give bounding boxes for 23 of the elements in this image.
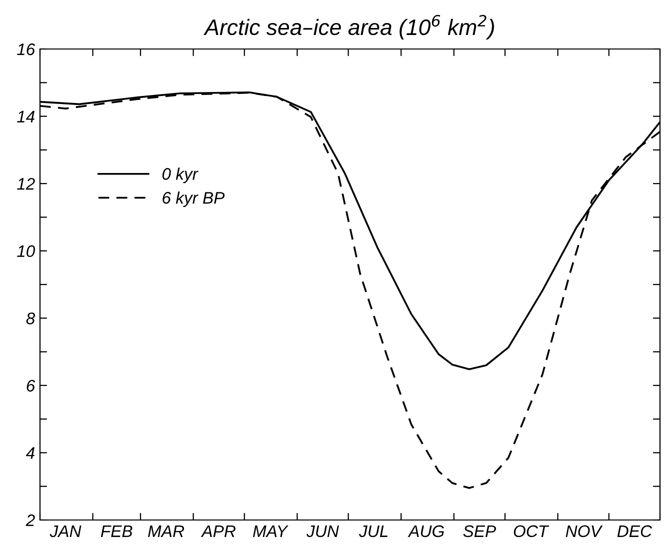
x-tick-label: MAR: [148, 525, 184, 537]
y-tick-label: 4: [26, 447, 35, 459]
x-tick-label: JAN: [50, 525, 82, 538]
y-tick-label: 10: [17, 245, 35, 258]
legend-label: 6 kyr BP: [162, 191, 225, 208]
y-tick-label: 16: [17, 43, 36, 56]
x-tick-label: APR: [200, 525, 236, 537]
y-tick-label: 14: [17, 110, 35, 122]
x-tick-label: MAY: [253, 525, 288, 537]
y-tick-label: 12: [17, 178, 35, 190]
x-tick-label: JUN: [306, 525, 339, 538]
x-tick-label: JUL: [358, 525, 388, 538]
x-tick-label: SEP: [463, 525, 496, 538]
y-tick-label: 2: [26, 514, 35, 526]
x-tick-label: FEB: [100, 525, 132, 537]
x-tick-label: DEC: [617, 525, 652, 538]
legend-label: 0 kyr: [162, 168, 198, 184]
y-tick-label: 6: [26, 380, 36, 392]
x-tick-label: OCT: [514, 525, 550, 538]
chart-title: Arctic sea–ice area (10$^{6}$ km$^{2}$): [204, 14, 494, 40]
x-tick-label: NOV: [566, 525, 603, 538]
y-tick-label: 8: [26, 312, 36, 324]
x-tick-label: AUG: [408, 525, 444, 538]
